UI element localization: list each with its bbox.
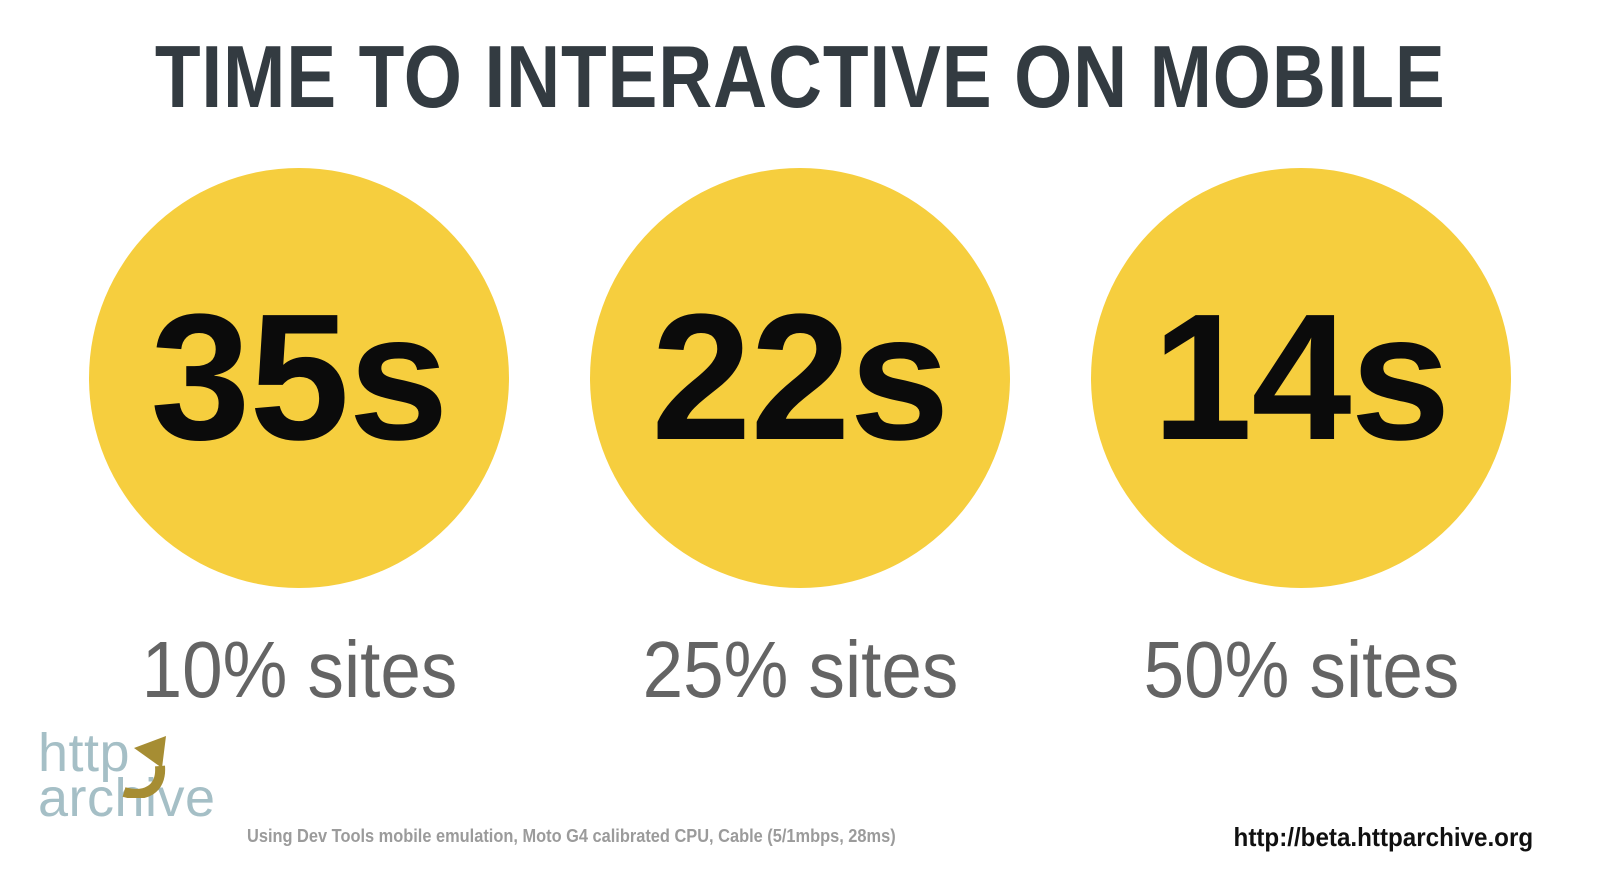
stat-circle-25th-percentile: 22s xyxy=(590,168,1010,588)
methodology-footnote: Using Dev Tools mobile emulation, Moto G… xyxy=(247,826,896,846)
stat-circle-50th-percentile: 14s xyxy=(1091,168,1511,588)
label-cell: 50% sites xyxy=(1091,630,1511,710)
stat-label: 10% sites xyxy=(141,625,457,714)
stat-circle-10th-percentile: 35s xyxy=(89,168,509,588)
stat-value: 35s xyxy=(150,277,448,478)
stat-label: 50% sites xyxy=(1143,625,1459,714)
site-url: http://beta.httparchive.org xyxy=(1233,822,1533,852)
circular-arrow-icon xyxy=(114,734,170,799)
stat-value: 14s xyxy=(1152,277,1450,478)
stat-value: 22s xyxy=(651,277,949,478)
stat-labels-row: 10% sites 25% sites 50% sites xyxy=(89,630,1511,710)
http-archive-logo: http archive xyxy=(38,723,216,828)
logo-text-archive: archive xyxy=(38,768,216,828)
title-wrap: TIME TO INTERACTIVE ON MOBILE xyxy=(0,33,1600,121)
page-title: TIME TO INTERACTIVE ON MOBILE xyxy=(154,27,1446,126)
label-cell: 10% sites xyxy=(89,630,509,710)
logo-text-http: http xyxy=(38,723,131,783)
stat-circles-row: 35s 22s 14s xyxy=(89,168,1511,588)
stat-label: 25% sites xyxy=(642,625,958,714)
label-cell: 25% sites xyxy=(590,630,1010,710)
